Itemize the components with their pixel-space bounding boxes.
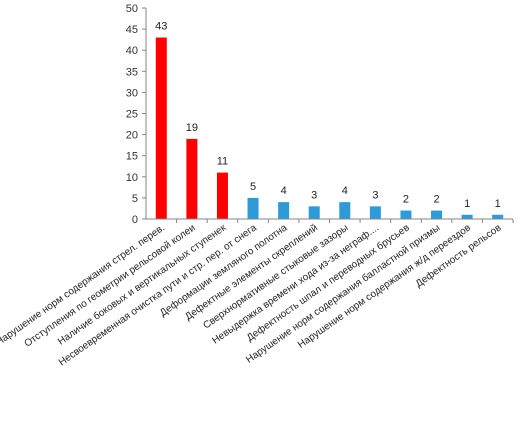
data-label: 2 [433,194,439,206]
y-tick-label: 35 [126,66,138,78]
y-tick-label: 40 [126,45,138,57]
y-tick-label: 30 [126,87,138,99]
data-label: 3 [372,189,378,201]
bar [247,197,259,219]
data-label: 3 [311,189,317,201]
bar [308,206,320,219]
bar [186,138,198,219]
bar [155,37,167,219]
x-axis: Нарушение норм содержания стрел. перев.О… [0,218,514,368]
bar [461,214,473,219]
bar [339,202,351,219]
y-tick-label: 15 [126,151,138,163]
data-label: 19 [186,122,198,134]
bar [278,202,290,219]
bar [492,214,504,219]
bar [216,172,228,219]
y-tick-label: 20 [126,130,138,142]
y-tick-label: 10 [126,172,138,184]
data-label: 4 [281,185,287,197]
y-tick-label: 25 [126,109,138,121]
data-label: 11 [217,156,228,168]
y-tick-label: 50 [126,3,138,15]
y-tick-label: 45 [126,24,138,36]
data-label: 43 [155,21,167,33]
data-label: 1 [495,198,501,210]
data-label: 1 [464,198,470,210]
data-label: 5 [250,181,256,193]
y-axis: 0 5 10 15 20 25 30 35 40 45 50 [126,3,147,226]
bar [369,206,381,219]
bar [400,210,412,219]
bar [431,210,443,219]
bars [155,37,504,219]
y-tick-label: 0 [132,214,138,226]
data-label: 2 [403,194,409,206]
data-label: 4 [342,185,348,197]
y-tick-label: 5 [132,193,138,205]
